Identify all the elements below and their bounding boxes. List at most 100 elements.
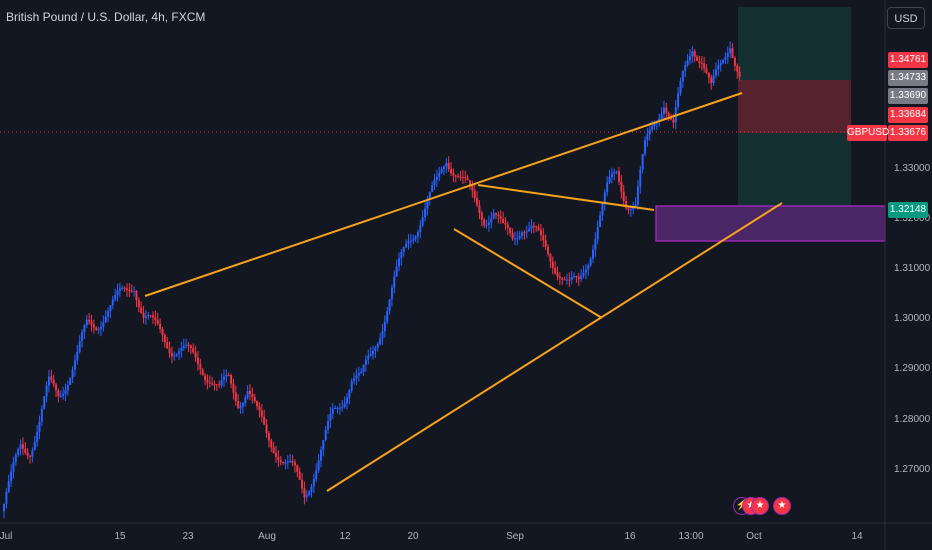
candle-body — [485, 224, 488, 226]
x-tick: Jul — [0, 531, 13, 542]
candle-body — [215, 384, 218, 386]
candle-body — [627, 208, 630, 210]
candle-body — [350, 381, 353, 391]
candle-body — [147, 315, 150, 317]
candle-body — [395, 266, 398, 277]
candle-body — [442, 166, 445, 170]
candle-body — [719, 62, 722, 66]
candle-body — [239, 406, 242, 409]
candle-body — [487, 222, 490, 225]
candle-body — [390, 287, 393, 300]
candle-body — [130, 291, 133, 293]
candle-body — [57, 390, 60, 397]
candle-body — [660, 114, 663, 119]
price-label-high: 1.34733 — [888, 70, 928, 86]
candle-body — [36, 432, 39, 442]
candle-body — [386, 311, 389, 322]
candle-body — [76, 351, 79, 361]
candle-body — [163, 334, 166, 343]
x-tick: 13:00 — [678, 531, 704, 542]
candle-body — [355, 375, 358, 379]
candle-body — [69, 377, 72, 385]
candle-body — [405, 243, 408, 248]
candle-body — [303, 488, 306, 498]
candle-body — [81, 332, 84, 342]
candle-body — [362, 364, 365, 372]
candle-body — [135, 290, 138, 301]
candle-body — [667, 112, 670, 117]
x-tick: 15 — [114, 531, 126, 542]
candle-body — [372, 351, 374, 354]
us-flag-icon[interactable]: ★ — [773, 497, 791, 515]
candle-body — [26, 452, 29, 456]
candle-body — [83, 325, 86, 333]
candle-body — [712, 75, 715, 84]
candle-body — [402, 247, 405, 252]
candle-body — [133, 290, 136, 292]
candle-body — [591, 249, 594, 259]
candle-body — [336, 407, 339, 409]
candle-body — [736, 65, 739, 72]
candle-body — [7, 481, 10, 493]
candle-body — [653, 123, 656, 127]
candle-body — [568, 279, 571, 281]
candle-body — [88, 319, 91, 322]
candle-body — [606, 182, 609, 193]
candle-body — [665, 107, 668, 113]
candle-body — [168, 348, 171, 354]
candle-body — [270, 440, 273, 448]
candle-body — [345, 397, 348, 404]
candle-body — [241, 402, 244, 407]
candle-body — [544, 240, 547, 247]
candle-body — [258, 406, 261, 411]
candle-body — [364, 359, 367, 365]
x-tick: 12 — [339, 531, 351, 542]
candle-body — [502, 218, 505, 224]
candle-body — [334, 407, 337, 409]
candle-body — [570, 277, 573, 281]
candle-body — [204, 375, 207, 380]
currency-button[interactable]: USD — [887, 7, 925, 29]
demand-zone — [655, 205, 886, 242]
candle-body — [161, 329, 164, 335]
candle-body — [445, 163, 448, 167]
candle-body — [648, 129, 651, 135]
candle-body — [464, 176, 467, 178]
candle-body — [539, 230, 542, 236]
candle-body — [722, 59, 725, 63]
candle-body — [454, 175, 457, 177]
candle-body — [610, 173, 613, 178]
candle-body — [272, 447, 275, 453]
candle-body — [263, 416, 266, 425]
candle-body — [275, 452, 278, 457]
candle-body — [599, 215, 602, 228]
candle-body — [433, 180, 436, 185]
candle-body — [251, 393, 254, 397]
candle-body — [282, 462, 285, 464]
candle-body — [644, 140, 647, 155]
candle-body — [582, 272, 585, 276]
candle-body — [99, 326, 102, 330]
candle-body — [38, 421, 41, 433]
candle-body — [632, 207, 635, 210]
candle-body — [506, 224, 509, 228]
us-flag-icon[interactable]: ★ — [751, 497, 769, 515]
candle-body — [691, 51, 694, 57]
price-label-close: 1.33684 — [888, 107, 928, 123]
candle-body — [513, 238, 516, 240]
candle-body — [523, 232, 526, 234]
candle-body — [398, 258, 401, 267]
candle-body — [603, 192, 606, 204]
candle-body — [622, 191, 625, 201]
candle-body — [636, 186, 639, 205]
candle-body — [154, 317, 157, 320]
price-label-target: 1.34761 — [888, 52, 928, 68]
candle-body — [118, 288, 121, 291]
symbol-title: British Pound / U.S. Dollar, 4h, FXCM — [6, 10, 206, 24]
candles — [3, 41, 741, 519]
candle-body — [457, 176, 460, 178]
candle-body — [277, 456, 280, 461]
candle-body — [317, 460, 320, 471]
candle-body — [693, 51, 696, 57]
